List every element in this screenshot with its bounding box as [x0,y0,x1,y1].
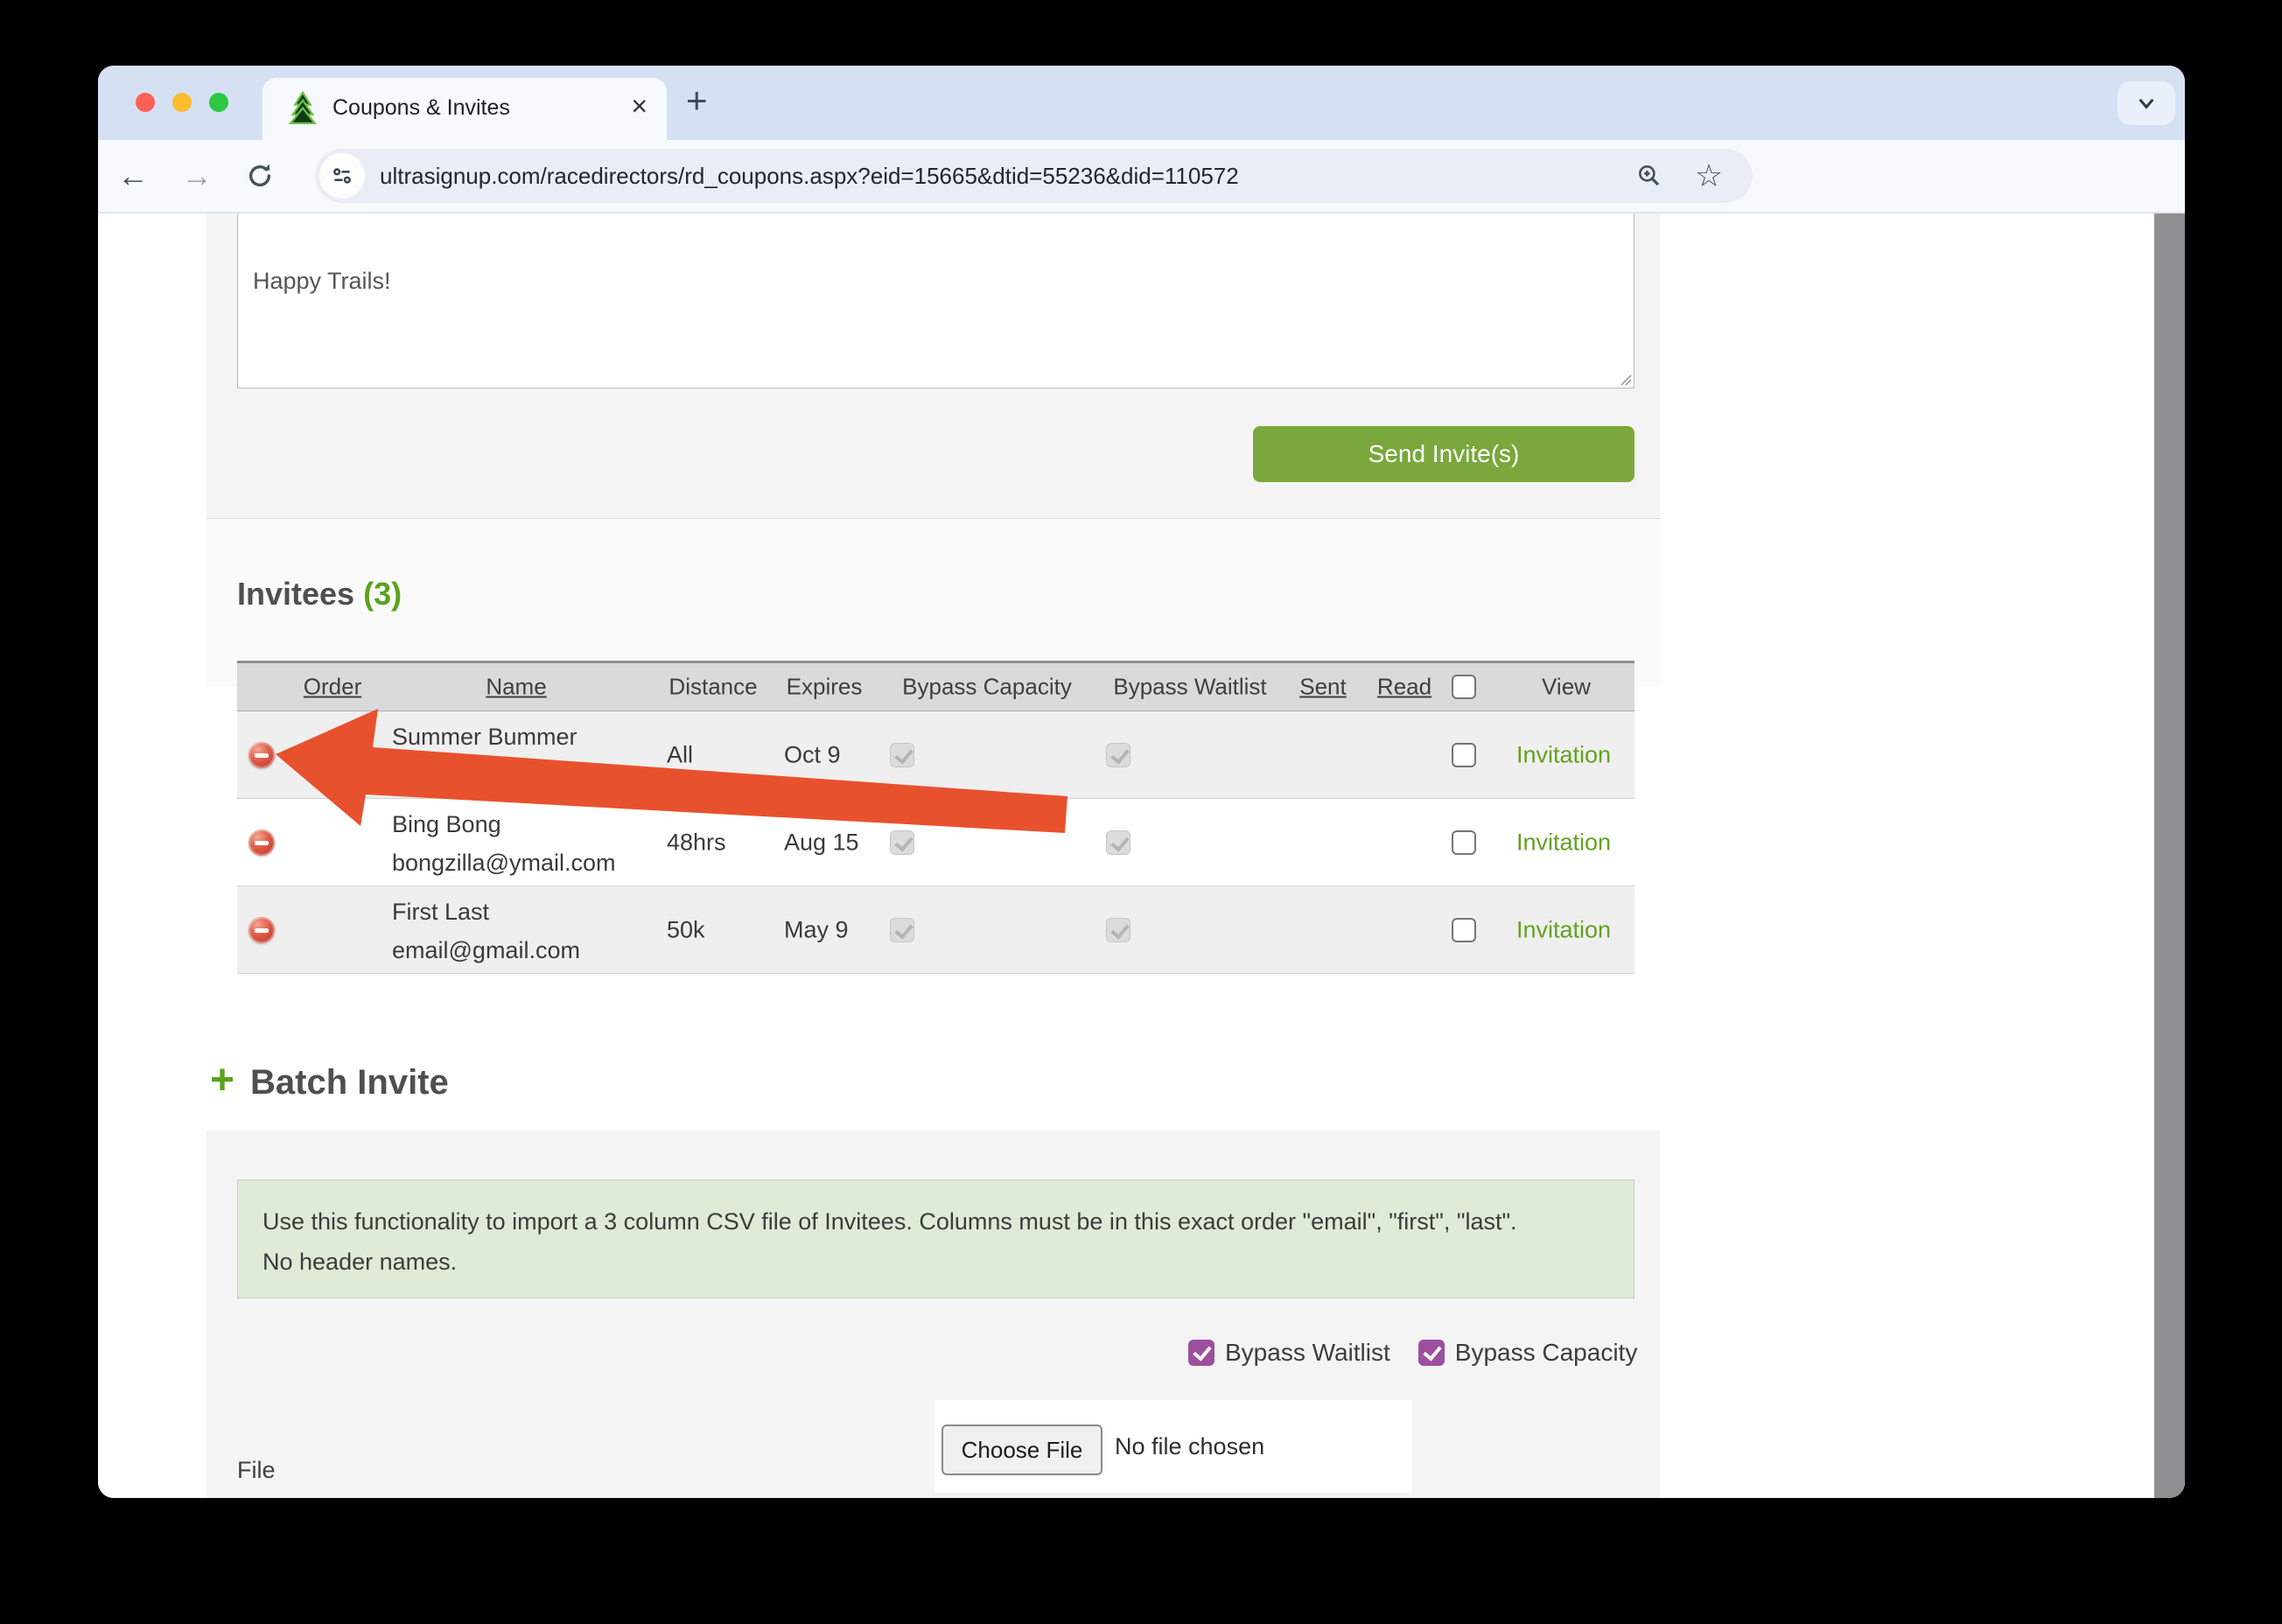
select-all-checkbox[interactable] [1452,675,1476,699]
site-settings-button[interactable] [319,153,365,199]
column-sent[interactable]: Sent [1299,673,1347,700]
chevron-down-icon [2138,99,2154,109]
bypass-capacity-label: Bypass Capacity [1454,1339,1638,1366]
choose-file-button[interactable]: Choose File [942,1424,1102,1475]
column-view: View [1542,673,1591,700]
invitee-distance: 48hrs [667,829,726,855]
invitee-name: Summer Bummer [392,724,578,750]
bypass-waitlist-checkbox [1106,917,1130,942]
select-row-checkbox[interactable] [1452,830,1476,855]
table-body: Summer Bummer bummer@yahoo.com All Oct 9… [237,711,1634,974]
column-distance: Distance [668,673,758,700]
invitees-table: Order Name Distance Expires Bypass Capac… [237,661,1634,974]
tab-close-icon[interactable]: × [631,90,648,122]
file-input[interactable]: Choose File No file chosen [934,1400,1412,1493]
bypass-capacity-checkbox [890,917,914,942]
bypass-waitlist-checkbox[interactable] [1188,1340,1214,1366]
invitee-name: First Last [392,899,490,925]
column-read[interactable]: Read [1376,673,1432,700]
invitee-email: bongzilla@ymail.com [392,850,616,876]
batch-invite-title: Batch Invite [250,1063,449,1102]
plus-icon: + [210,1057,235,1103]
address-bar[interactable]: ultrasignup.com/racedirectors/rd_coupons… [315,149,1753,203]
textarea-resize-handle[interactable] [1618,372,1632,386]
invitation-link[interactable]: Invitation [1516,916,1612,942]
file-label: File [237,1457,276,1483]
tune-icon [333,168,351,184]
url-text[interactable]: ultrasignup.com/racedirectors/rd_coupons… [380,163,1239,189]
delete-invitee-button[interactable] [248,741,275,768]
window-minimize-button[interactable] [172,93,192,112]
bypass-waitlist-label: Bypass Waitlist [1225,1339,1390,1366]
column-bypass-waitlist: Bypass Waitlist [1113,673,1267,700]
select-row-checkbox[interactable] [1452,917,1476,942]
window-zoom-button[interactable] [209,93,228,112]
table-row: First Last email@gmail.com 50k May 9 Inv… [237,886,1634,973]
invitee-email: bummer@yahoo.com [392,762,619,788]
bypass-capacity-checkbox [890,830,914,855]
table-row: Bing Bong bongzilla@ymail.com 48hrs Aug … [237,798,1634,886]
browser-toolbar: ← → ultrasignup.com/racedirectors/rd_cou… [98,140,2185,274]
invitee-expires: Oct 9 [784,741,841,767]
select-row-checkbox[interactable] [1452,742,1476,767]
tab-coupons-and-invites[interactable]: Coupons & Invites × [262,78,667,140]
batch-invite-heading: + Batch Invite [210,1056,449,1104]
message-text: Happy Trails! [253,268,391,294]
file-status-text: No file chosen [1115,1433,1265,1460]
invitee-distance: All [667,741,694,767]
invitee-distance: 50k [667,916,705,942]
bookmark-star-icon[interactable]: ☆ [1694,158,1724,193]
table-header-row: Order Name Distance Expires Bypass Capac… [237,661,1634,711]
invitee-expires: May 9 [784,916,849,942]
bypass-waitlist-checkbox [1106,830,1130,855]
tab-search-button[interactable] [2118,81,2175,125]
invitees-section [206,519,1660,687]
bypass-options-row: Bypass Waitlist Bypass Capacity [1188,1339,1637,1367]
new-tab-button[interactable]: + [686,80,708,121]
column-bypass-capacity: Bypass Capacity [902,673,1072,700]
table-row: Summer Bummer bummer@yahoo.com All Oct 9… [237,711,1634,798]
batch-info-line1: Use this functionality to import a 3 col… [262,1208,1517,1235]
batch-invite-panel: Use this functionality to import a 3 col… [206,1130,1660,1498]
column-name[interactable]: Name [486,673,547,700]
tab-strip: Coupons & Invites × + [98,66,2185,140]
bypass-waitlist-checkbox [1106,742,1130,767]
column-order[interactable]: Order [303,673,362,700]
message-textarea[interactable]: Happy Trails! [237,214,1634,388]
bypass-capacity-checkbox[interactable] [1418,1340,1445,1366]
invitee-email: email@gmail.com [392,937,580,963]
invitee-name: Bing Bong [392,811,501,837]
bypass-capacity-checkbox [890,742,914,767]
send-invites-button[interactable]: Send Invite(s) [1253,426,1634,482]
invitee-expires: Aug 15 [784,829,859,855]
ultrasignup-tree-icon [288,91,318,124]
page-scrollbar[interactable] [2154,214,2185,1498]
zoom-page-button[interactable] [1628,149,1671,203]
delete-invitee-button[interactable] [248,829,275,856]
invitation-link[interactable]: Invitation [1516,829,1612,855]
page-content: Happy Trails! Send Invite(s) Invitees (3… [98,214,2185,1498]
back-button[interactable]: ← [117,158,149,193]
forward-button[interactable]: → [181,158,213,193]
magnifier-plus-icon [1639,165,1660,186]
invitees-heading-label: Invitees [237,576,355,612]
tab-title: Coupons & Invites [332,95,510,120]
batch-info-line2: No header names. [262,1249,458,1275]
reload-button[interactable] [241,140,279,212]
reload-icon [249,164,271,187]
invitees-count: (3) [363,576,402,612]
browser-window: Coupons & Invites × + ← → ultrasignup.co… [98,66,2185,1498]
delete-invitee-button[interactable] [248,916,275,943]
invitees-heading: Invitees (3) [237,576,402,612]
batch-info-box: Use this functionality to import a 3 col… [237,1180,1634,1298]
window-close-button[interactable] [136,93,155,112]
column-expires: Expires [786,673,863,700]
invitation-link[interactable]: Invitation [1516,741,1612,767]
